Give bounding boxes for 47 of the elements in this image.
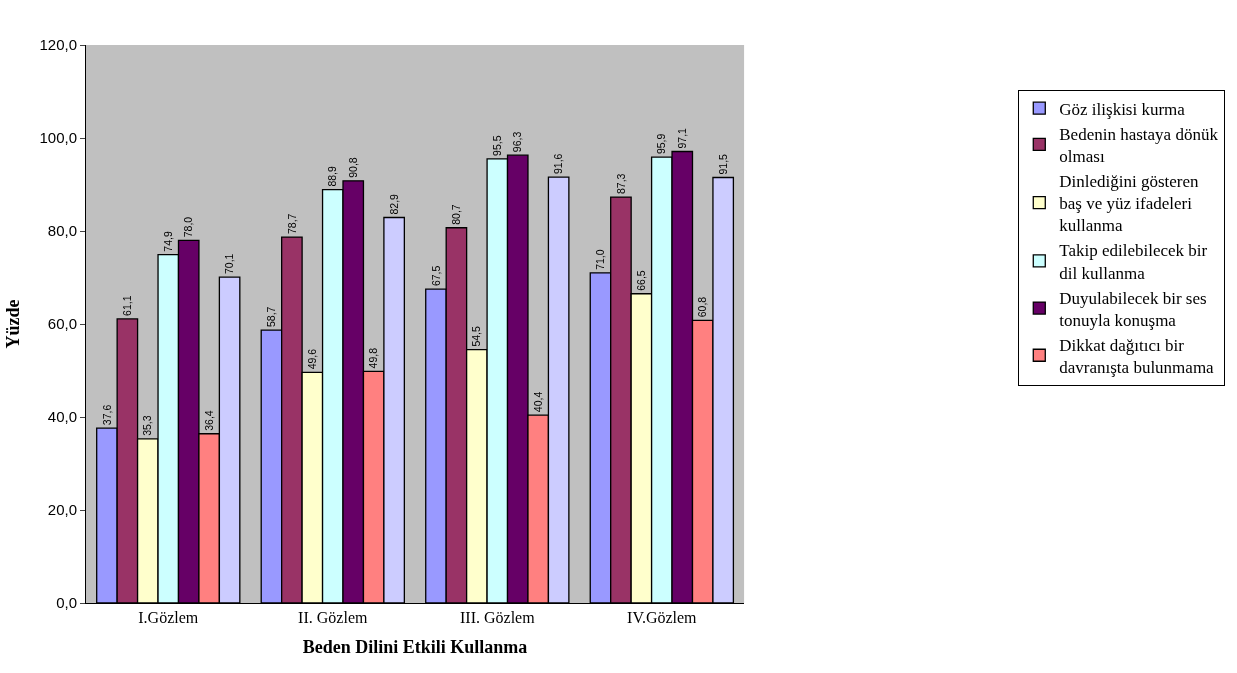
- data-label: 95,9: [656, 133, 668, 155]
- data-label: 96,3: [511, 131, 524, 153]
- y-tick-label: 40,0: [47, 408, 77, 426]
- legend-label: Duyulabilecek bir ses tonuyla konuşma: [1059, 288, 1207, 330]
- data-label: 74,9: [162, 231, 174, 252]
- data-label: 95,5: [491, 135, 503, 156]
- data-label: 37,6: [100, 404, 113, 426]
- legend-label: Göz ilişkisi kurma: [1059, 99, 1186, 119]
- data-label: 87,3: [614, 173, 627, 195]
- y-tick-label: 80,0: [47, 222, 77, 240]
- data-label: 91,5: [716, 153, 729, 175]
- data-label: 88,9: [327, 166, 339, 187]
- data-label: 78,7: [285, 213, 298, 235]
- x-tick-label: I.Gözlem: [138, 609, 199, 627]
- legend-label: Bedenin hastaya dönük olması: [1059, 124, 1219, 167]
- y-tick-label: 0,0: [56, 594, 77, 612]
- data-label: 90,8: [346, 157, 359, 178]
- y-axis-title: Yüzde: [2, 299, 23, 349]
- x-axis-title: Beden Dilini Etkili Kullanma: [302, 637, 528, 658]
- x-tick-label: III. Gözlem: [459, 609, 536, 627]
- data-label: 60,8: [696, 296, 709, 318]
- data-label: 35,3: [141, 415, 154, 436]
- legend-label: Dinlediğini gösteren baş ve yüz ifadeleri kullanma: [1059, 172, 1200, 236]
- y-tick-label: 60,0: [47, 315, 77, 333]
- data-label: 54,5: [470, 325, 483, 347]
- data-label: 97,1: [675, 127, 688, 149]
- data-label: 49,6: [305, 348, 318, 370]
- y-tick-label: 100,0: [39, 129, 77, 147]
- data-label: 91,6: [552, 153, 565, 175]
- data-label: 80,7: [450, 204, 463, 225]
- data-label: 67,5: [429, 265, 442, 287]
- data-label: 71,0: [594, 249, 607, 270]
- data-label: 66,5: [635, 270, 648, 291]
- data-label: 82,9: [387, 193, 400, 215]
- data-label: 58,7: [265, 306, 278, 328]
- y-tick-label: 120,0: [39, 36, 77, 54]
- x-tick-label: II. Gözlem: [298, 609, 368, 627]
- y-tick-label: 20,0: [47, 501, 77, 519]
- data-label: 49,8: [367, 347, 380, 369]
- x-tick-label: IV.Gözlem: [627, 609, 698, 627]
- data-label: 36,4: [202, 410, 215, 431]
- data-label: 70,1: [223, 253, 236, 275]
- legend-label: Dikkat dağıtıcı bir davranışta bulunmama: [1059, 335, 1215, 377]
- legend-label: Takip edilebilecek bir dil kullanma: [1059, 241, 1208, 283]
- data-label: 40,4: [531, 391, 544, 413]
- data-label: 61,1: [121, 295, 133, 316]
- data-label: 78,0: [182, 216, 195, 238]
